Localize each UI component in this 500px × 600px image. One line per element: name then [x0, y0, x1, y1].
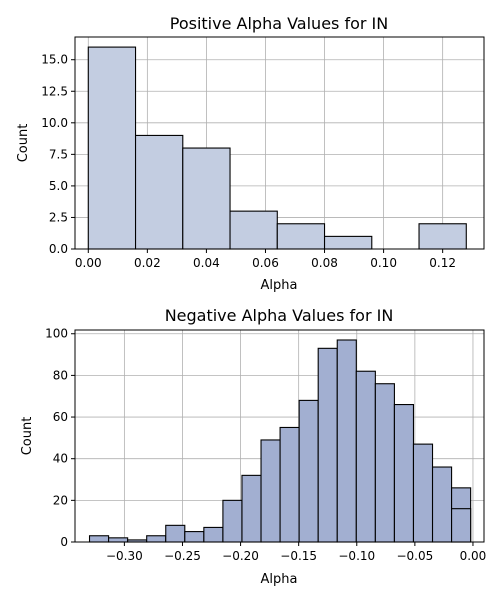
- y-tick-label: 5.0: [49, 179, 68, 193]
- y-axis-label: Count: [20, 417, 35, 456]
- histogram-bar: [393, 404, 415, 543]
- histogram-bar: [412, 443, 434, 543]
- x-tick-label: −0.20: [222, 549, 259, 563]
- positive-alpha-histogram: Positive Alpha Values for IN 0.00 0.02 0.0…: [16, 14, 485, 293]
- y-axis-ticks: 0 20 40 60 80 100: [45, 327, 75, 549]
- chart-title: Positive Alpha Values for IN: [170, 14, 388, 33]
- y-tick-label: 0.0: [49, 242, 68, 256]
- plot-frame: [74, 329, 485, 543]
- x-tick-label: 0.00: [460, 549, 487, 563]
- histogram-bar: [184, 531, 205, 543]
- x-axis-label: Alpha: [261, 572, 298, 587]
- histogram-bar: [317, 347, 338, 543]
- y-tick-label: 40: [53, 452, 68, 466]
- x-tick-label: 0.10: [370, 256, 397, 270]
- histogram-bar: [88, 535, 110, 543]
- chart-title: Negative Alpha Values for IN: [165, 306, 394, 325]
- histogram-bar: [336, 339, 357, 543]
- histogram-bar: [355, 370, 376, 543]
- x-tick-label: 0.06: [252, 256, 279, 270]
- x-tick-label: −0.30: [106, 549, 143, 563]
- y-tick-label: 60: [53, 410, 68, 424]
- x-tick-label: −0.15: [280, 549, 317, 563]
- histogram-bar: [279, 426, 300, 543]
- histogram-bar: [222, 499, 243, 543]
- histogram-bar: [298, 399, 319, 543]
- y-tick-label: 10.0: [41, 116, 68, 130]
- histogram-bar: [418, 223, 467, 250]
- histogram-bar: [241, 474, 262, 543]
- x-tick-label: −0.10: [338, 549, 375, 563]
- x-axis-ticks: 0.00 0.02 0.04 0.06 0.08 0.10 0.12: [75, 249, 456, 270]
- y-tick-label: 7.5: [49, 147, 68, 161]
- x-tick-label: 0.08: [311, 256, 338, 270]
- x-tick-label: 0.04: [193, 256, 220, 270]
- histogram-bar: [146, 535, 167, 543]
- histogram-bar: [260, 439, 281, 543]
- histogram-bar: [323, 235, 373, 250]
- x-tick-label: 0.02: [134, 256, 161, 270]
- y-tick-label: 0: [60, 535, 68, 549]
- y-tick-label: 15.0: [41, 53, 68, 67]
- x-tick-label: 0.00: [75, 256, 102, 270]
- histogram-bar: [108, 537, 129, 543]
- y-tick-label: 20: [53, 493, 68, 507]
- y-tick-label: 100: [45, 327, 68, 341]
- plot-frame: [74, 36, 485, 250]
- histogram-bar: [431, 466, 453, 543]
- histogram-bar: [451, 508, 472, 543]
- y-tick-label: 2.5: [49, 210, 68, 224]
- histogram-bar: [87, 46, 137, 250]
- x-axis-label: Alpha: [261, 278, 298, 293]
- y-axis-label: Count: [16, 124, 31, 163]
- y-tick-label: 12.5: [41, 84, 68, 98]
- x-tick-label: 0.12: [429, 256, 456, 270]
- histogram-bar: [165, 524, 186, 543]
- x-axis-ticks: −0.30 −0.25 −0.20 −0.15 −0.10 −0.05 0.00: [106, 542, 486, 563]
- negative-alpha-histogram: Negative Alpha Values for IN −0.30 −0.25−…: [20, 306, 486, 587]
- histogram-bar: [203, 526, 224, 543]
- histogram-bar: [276, 223, 326, 250]
- y-tick-label: 80: [53, 368, 68, 382]
- x-tick-label: −0.25: [164, 549, 201, 563]
- histogram-bar: [374, 383, 395, 543]
- histogram-bar: [182, 147, 231, 250]
- y-axis-ticks: 0.0 2.5 5.0 7.5 10.0 12.5 15.0: [41, 53, 75, 256]
- histogram-bar: [134, 134, 184, 250]
- histogram-bar: [229, 210, 278, 250]
- x-tick-label: −0.05: [396, 549, 433, 563]
